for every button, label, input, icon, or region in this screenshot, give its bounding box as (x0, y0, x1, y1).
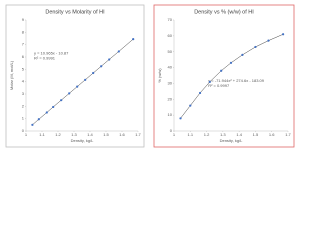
x-tick-label: 1.2 (55, 132, 61, 137)
y-tick-label: 0 (22, 128, 25, 133)
data-point (60, 99, 63, 102)
x-tick-label: 1.4 (87, 132, 93, 137)
trendline-annotation: y = -71.944x² + 274.6x - 183.09 (208, 78, 265, 83)
data-point (189, 104, 192, 107)
y-tick-label: 3 (22, 91, 25, 96)
y-tick-label: 8 (22, 29, 25, 34)
data-point (132, 38, 135, 41)
data-point (45, 111, 48, 114)
y-axis-label: Molar (M, mol/L) (9, 60, 14, 90)
data-point (68, 92, 71, 95)
x-tick-label: 1.3 (71, 132, 77, 137)
y-tick-label: 10 (168, 112, 173, 117)
data-point (208, 80, 211, 83)
data-point (92, 71, 95, 75)
panel-border (5, 4, 145, 148)
data-point (254, 45, 257, 49)
trendline-annotation: R² = 0.9991 (34, 55, 56, 60)
chart-title: Density vs Molarity of HI (45, 9, 105, 15)
data-point (282, 33, 285, 36)
data-point (108, 58, 111, 61)
x-tick-label: 1.6 (269, 132, 275, 137)
x-tick-label: 1.7 (285, 132, 291, 137)
data-point (76, 85, 79, 88)
data-point (267, 39, 270, 42)
x-tick-label: 1.1 (39, 132, 45, 137)
x-tick-label: 1.7 (135, 132, 141, 137)
trendline-annotation: y = 10.965x - 10.87 (34, 50, 69, 55)
x-axis-label: Density, kg/L (220, 138, 244, 143)
y-axis-label: % (w/w) (157, 68, 162, 83)
data-point (220, 69, 223, 72)
x-tick-label: 1.5 (253, 132, 259, 137)
y-tick-label: 9 (22, 17, 25, 22)
x-tick-label: 1.3 (220, 132, 226, 137)
chart-title: Density vs % (w/w) of HI (194, 9, 254, 15)
data-point (198, 91, 202, 95)
data-point (229, 61, 233, 64)
x-tick-label: 1.1 (188, 132, 194, 137)
data-point (100, 65, 103, 68)
y-tick-label: 7 (22, 42, 25, 47)
data-point (241, 53, 244, 56)
y-tick-label: 60 (168, 33, 173, 38)
data-point (179, 117, 182, 120)
y-tick-label: 5 (22, 66, 25, 71)
x-tick-label: 1 (173, 132, 176, 137)
x-tick-label: 1.5 (103, 132, 109, 137)
x-axis-label: Density, kg/L (71, 138, 95, 143)
data-point (37, 118, 40, 121)
x-tick-label: 1.6 (119, 132, 125, 137)
x-tick-label: 1.2 (204, 132, 210, 137)
y-tick-label: 40 (168, 65, 173, 70)
y-tick-label: 1 (22, 116, 25, 121)
trendline-annotation: R² = 0.9997 (208, 83, 230, 88)
y-tick-label: 20 (168, 96, 173, 101)
y-tick-label: 70 (168, 17, 173, 22)
data-point (52, 105, 55, 109)
x-tick-label: 1 (25, 132, 28, 137)
y-tick-label: 0 (170, 128, 173, 133)
panel-border (153, 4, 295, 148)
y-tick-label: 4 (22, 79, 25, 84)
x-tick-label: 1.4 (236, 132, 242, 137)
trendline (180, 34, 284, 119)
y-tick-label: 50 (168, 49, 173, 54)
data-point (84, 78, 87, 81)
y-tick-label: 30 (168, 80, 173, 85)
y-tick-label: 2 (22, 103, 25, 108)
data-point (117, 50, 120, 53)
y-tick-label: 6 (22, 54, 25, 59)
chart-panel: Density vs % (w/w) of HI 0 10 20 30 40 50 60 70 1… (153, 4, 295, 148)
data-point (31, 123, 34, 126)
